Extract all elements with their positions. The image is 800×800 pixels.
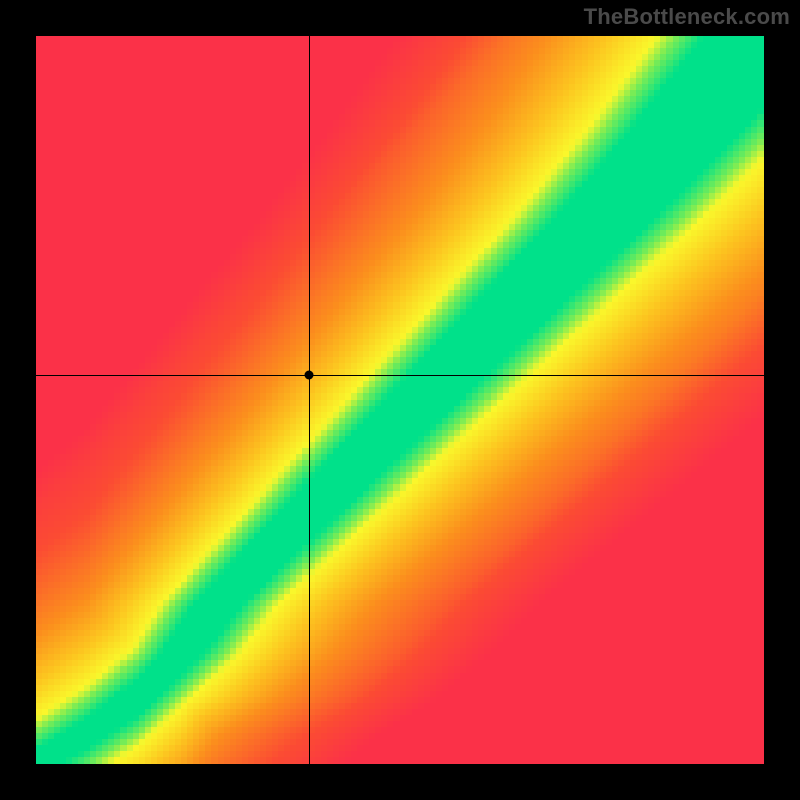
watermark-text: TheBottleneck.com: [584, 4, 790, 30]
marker-dot: [305, 370, 314, 379]
chart-container: TheBottleneck.com: [0, 0, 800, 800]
bottleneck-heatmap: [36, 36, 764, 764]
crosshair-vertical: [309, 36, 310, 764]
crosshair-horizontal: [36, 375, 764, 376]
